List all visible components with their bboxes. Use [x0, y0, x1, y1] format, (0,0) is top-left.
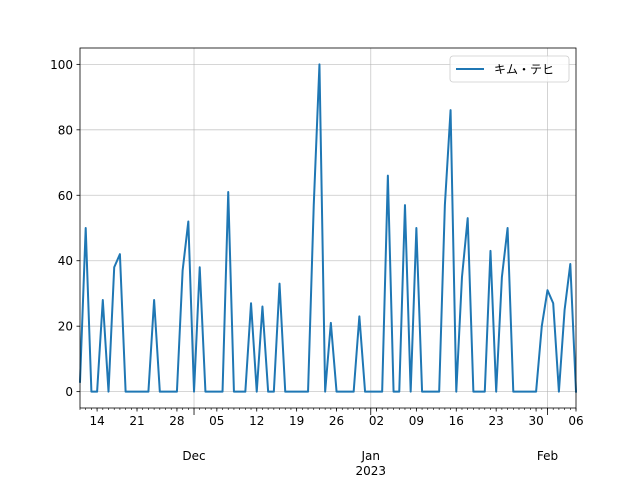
legend-label: キム・テヒ	[494, 63, 554, 77]
y-tick-label: 20	[58, 320, 73, 334]
y-tick-label: 60	[58, 189, 73, 203]
plot-frame	[79, 47, 577, 409]
x-tick-label: 02	[369, 414, 384, 428]
legend: キム・テヒ	[449, 55, 570, 83]
x-tick-label: 21	[129, 414, 144, 428]
y-tick-label: 100	[50, 58, 73, 72]
x-tick-label: 09	[409, 414, 424, 428]
x-tick-label: 05	[209, 414, 224, 428]
x-tick-label: 28	[169, 414, 184, 428]
x-major-tick-label: Feb	[537, 449, 558, 463]
x-tick-label: 14	[89, 414, 104, 428]
x-tick-label: 30	[528, 414, 543, 428]
x-tick-label: 12	[249, 414, 264, 428]
y-axis: 0 20 40 60 80 100	[50, 58, 80, 399]
axes-frame	[79, 47, 577, 409]
series-layer	[78, 63, 578, 393]
y-tick-label: 40	[58, 254, 73, 268]
x-tick-label: 06	[568, 414, 583, 428]
x-tick-label: 23	[489, 414, 504, 428]
y-tick-label: 0	[65, 385, 73, 399]
x-tick-label: 26	[329, 414, 344, 428]
y-tick-label: 80	[58, 123, 73, 137]
x-tick-label: 19	[289, 414, 304, 428]
x-major-tick-label: Dec	[182, 449, 205, 463]
x-year-label: 2023	[355, 464, 386, 478]
series-line	[78, 63, 578, 393]
x-major-tick-label: Jan	[361, 449, 381, 463]
legend-box	[449, 55, 570, 83]
x-tick-label: 16	[449, 414, 464, 428]
